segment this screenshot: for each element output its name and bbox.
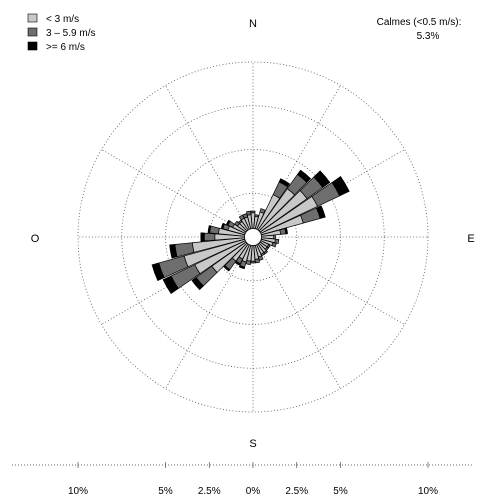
direction-label-west: O [31,233,40,245]
bar-260-2 [169,244,178,259]
legend: < 3 m/s 3 – 5.9 m/s >= 6 m/s [27,13,95,53]
scale-tick-label-1: 5% [158,486,173,496]
bar-100-1 [274,238,280,244]
bar-270-2 [200,232,205,242]
bar-230-2 [191,276,204,291]
grid-spoke-330 [165,85,254,238]
scale-tick-label-0: 10% [68,486,88,496]
bar-170-1 [254,258,260,264]
direction-label-south: S [249,438,256,450]
bar-0-1 [250,210,256,214]
scale-tick-label-4: 2.5% [285,486,308,496]
bar-200-2 [238,264,246,270]
legend-label-high: >= 6 m/s [46,42,85,53]
bar-280-2 [207,225,212,234]
bar-350-1 [246,210,252,216]
calm-circle [244,228,262,246]
direction-label-east: E [467,233,474,245]
bar-210-2 [234,260,241,266]
scale-tick-label-3: 0% [246,486,261,496]
legend-label-mid: 3 – 5.9 m/s [46,28,95,39]
grid-spoke-150 [252,236,341,389]
direction-label-north: N [249,18,257,30]
grid-circle-5 [165,149,341,325]
legend-swatch-mid [27,27,38,37]
bar-30-2 [278,178,291,188]
bar-290-2 [220,222,226,230]
legend-swatch-low [27,13,38,23]
bar-190-1 [245,260,252,265]
bar-40-2 [296,169,312,183]
calm-label: Calmes (<0.5 m/s): [377,17,462,28]
grid-circle-2.5 [208,192,298,282]
bar-280-1 [209,225,220,235]
bar-310-1 [234,220,240,227]
bar-220-2 [223,264,231,272]
bar-70-2 [315,205,326,219]
bar-180-1 [250,260,256,264]
bar-110-1 [271,242,277,248]
bar-250-2 [151,262,165,282]
bar-60-2 [331,176,350,197]
bar-270-1 [203,232,216,242]
legend-label-low: < 3 m/s [46,14,79,25]
calm-value: 5.3% [417,31,440,42]
bar-10-1 [254,214,260,218]
bar-240-2 [162,275,179,294]
grid-spoke-120 [252,236,405,325]
bar-50-2 [313,170,331,188]
scale-tick-label-5: 5% [333,486,348,496]
bar-300-2 [225,219,231,226]
bar-80-2 [284,227,288,235]
bar-20-1 [259,208,266,214]
bars-layer [151,169,350,294]
grid-circle-10 [77,61,429,413]
scale-tick-label-6: 10% [418,486,438,496]
scale-ticks: 10% 5% 2.5% 0% 2.5% 5% 10% [68,462,438,496]
legend-swatch-high [27,41,38,51]
bar-90-1 [273,234,276,240]
scale-tick-label-2: 2.5% [198,486,221,496]
